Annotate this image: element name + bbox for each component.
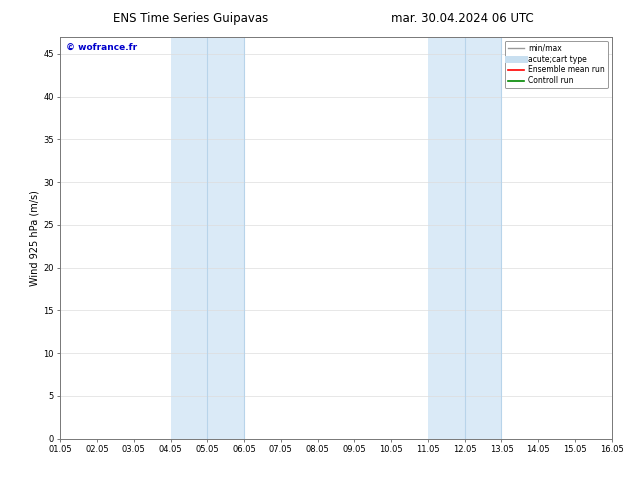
Text: © wofrance.fr: © wofrance.fr [66,43,137,52]
Y-axis label: Wind 925 hPa (m/s): Wind 925 hPa (m/s) [29,190,39,286]
Text: mar. 30.04.2024 06 UTC: mar. 30.04.2024 06 UTC [391,12,534,25]
Bar [428,37,501,439]
Legend: min/max, acute;cart type, Ensemble mean run, Controll run: min/max, acute;cart type, Ensemble mean … [505,41,608,88]
Text: ENS Time Series Guipavas: ENS Time Series Guipavas [113,12,268,25]
Bar [171,37,244,439]
